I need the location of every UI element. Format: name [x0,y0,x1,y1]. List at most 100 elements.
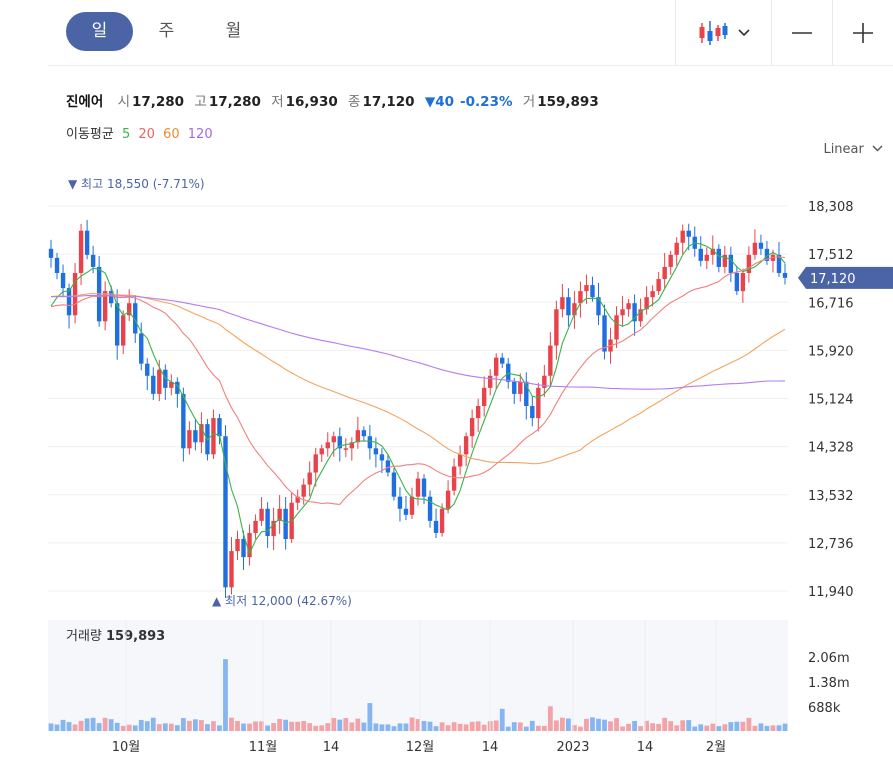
candle-body [626,303,631,310]
candle-body [271,520,276,536]
candlestick-icon [699,20,727,45]
volume-bar [271,723,277,731]
candle-body [361,430,367,437]
volume-bar [367,703,373,731]
volume-bar [752,725,758,731]
volume-bar [253,721,258,731]
x-tick-label: 14 [482,740,499,755]
candle-body [169,381,174,388]
volume-bar [559,717,565,731]
volume-bar [632,720,637,731]
zoom-in-button[interactable] [833,0,893,65]
candle-body [722,254,728,267]
ma-line-120 [50,294,786,390]
candle-body [439,508,445,533]
candle-body [728,254,734,273]
candle-body [385,460,391,473]
candle-body [487,375,493,388]
volume-bar [740,721,746,731]
scale-selector[interactable]: Linear [823,142,883,157]
volume-bar [180,718,186,731]
volume-bar [656,723,662,731]
price-tick-label: 15,920 [808,344,854,359]
candle-body [506,363,511,382]
candle-body [403,508,409,515]
tab-day[interactable]: 일 [66,12,133,51]
volume-bar [379,724,385,731]
candle-body [102,291,108,322]
candle-body [277,508,282,521]
candle-body [108,291,114,304]
price-tick-label: 12,736 [808,537,854,552]
ma-legend: 이동평균 5 20 60 120 [66,123,217,142]
candle-body [421,478,427,497]
ma-legend-60: 60 [163,127,180,142]
candle-body [638,309,643,322]
volume-bar [241,723,246,731]
candle-body [560,297,565,310]
scale-label: Linear [823,142,864,157]
volume-bar [144,721,150,731]
candle-body [72,272,78,316]
candle-body [602,315,607,352]
candle-body [494,357,499,376]
volume-bars [48,659,788,731]
header-divider [48,65,893,66]
volume-bar [289,721,295,731]
candle-body [620,309,625,316]
volume-bar [764,725,770,731]
candle-body [114,303,120,346]
volume-bar [48,723,54,731]
volume-bar [734,721,740,731]
candle-body [680,230,685,243]
volume-bar [590,717,595,731]
tab-week[interactable]: 주 [158,21,175,41]
volume-bar [493,720,499,731]
tab-month[interactable]: 월 [225,21,242,41]
volume-bar [511,722,517,731]
candle-body [349,442,355,449]
ohlc-info: 진에어 시 17,280 고 17,280 저 16,930 종 17,120 ▼40-… [66,90,605,110]
volume-bar [66,722,72,731]
candle-body [512,381,517,394]
volume-bar [475,721,481,731]
candle-body [60,272,66,289]
volume-bar [349,722,355,731]
current-price-tag [798,266,893,289]
volume-bar [385,724,391,731]
volume-bar [397,723,403,731]
candle-body [698,248,703,261]
candle-body [530,405,535,419]
volume-bar [644,720,650,731]
volume-bar [223,659,228,731]
x-tick-label: 2월 [706,740,726,755]
high-marker: ▼ 최고 18,550 (-7.71%) [68,177,205,191]
candle-body [373,448,379,455]
candle-body [536,387,541,419]
candle-body [463,436,469,455]
volume-bar [403,723,409,731]
candle-body [295,496,300,503]
candles [48,219,788,599]
zoom-out-button[interactable] [772,0,833,65]
volume-bar [469,721,475,731]
volume-bar [710,723,716,731]
volume-bar [776,725,782,731]
volume-bar [614,718,619,731]
change-pct: -0.23% [460,94,513,110]
volume-bar [439,722,445,731]
volume-bar [674,725,680,731]
volume-bar [584,718,589,731]
volume-bar [415,719,421,731]
volume-bar [517,722,523,731]
volume-bar [150,717,156,731]
x-tick-label: 12월 [406,740,435,755]
chart-type-button[interactable] [675,0,772,65]
volume-bar [132,725,138,731]
volume-bar [265,725,270,731]
volume-bar [716,726,722,731]
candle-body [247,532,252,558]
candle-body [427,496,433,521]
chevron-down-icon [737,28,750,36]
